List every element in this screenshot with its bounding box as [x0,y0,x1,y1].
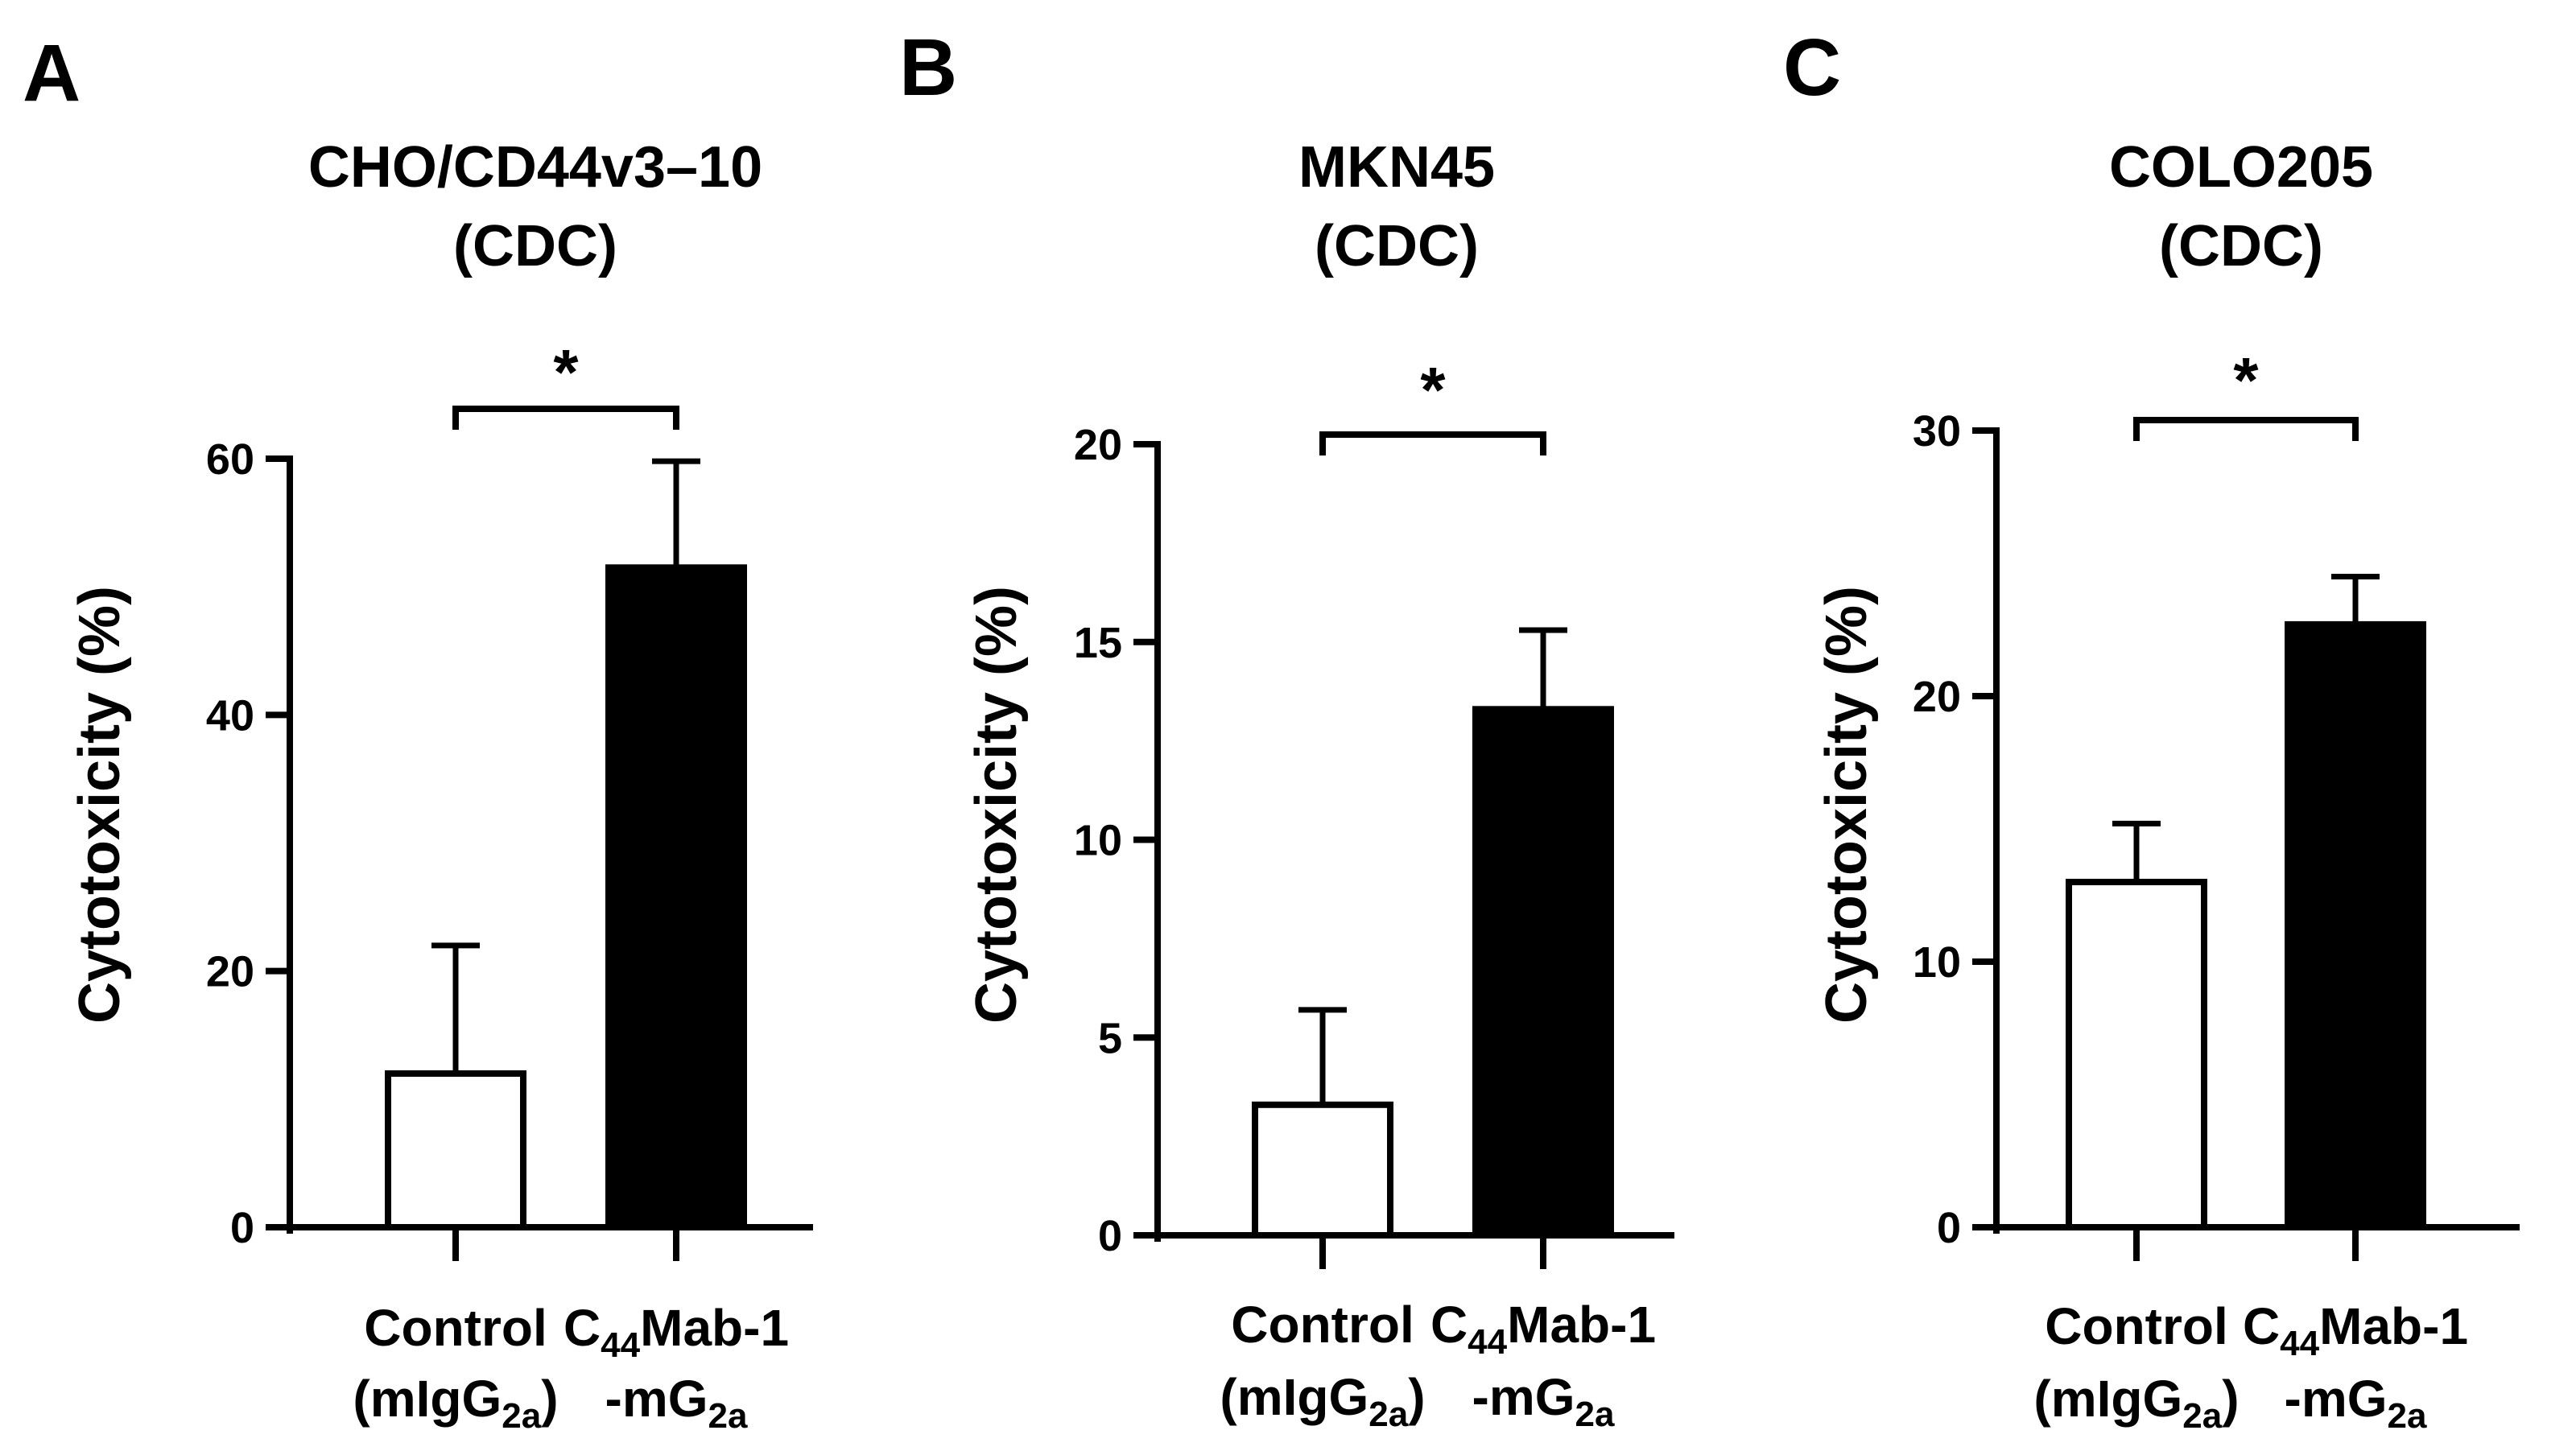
chart-title-line: (CDC) [2159,214,2323,278]
y-tick-label: 40 [206,691,254,740]
panel-a: A CHO/CD44v3–10 (CDC) Cytotoxicity (%) 0 20 40… [23,28,813,1436]
significance-bracket [2133,417,2359,441]
x-category-label-line2: -mG2a [2285,1370,2427,1436]
y-axis-title: Cytotoxicity (%) [68,586,132,1024]
y-tick-label: 30 [1913,407,1961,455]
y-tick-label: 0 [1098,1212,1122,1260]
x-category-label-line2: (mIgG2a) [2033,1370,2239,1436]
x-category-label-line2: (mIgG2a) [1220,1368,1425,1434]
x-category-label-line1: Control [1231,1296,1414,1354]
bar [2066,879,2207,1230]
y-tick-label: 20 [1074,421,1122,469]
x-category-label-line1: Control [364,1299,547,1357]
chart-title-line: COLO205 [2109,135,2373,200]
significance-bracket [1319,431,1546,455]
y-tick-label: 5 [1098,1014,1122,1062]
y-tick-label: 20 [206,948,254,996]
y-tick-label: 0 [1937,1204,1961,1252]
chart-title-line: (CDC) [453,214,617,278]
x-category-label-line1: Control [2045,1297,2228,1355]
y-tick-label: 0 [230,1204,254,1252]
chart-title-line: CHO/CD44v3–10 [308,135,762,200]
bar [385,1070,526,1230]
y-tick-label: 20 [1913,673,1961,721]
x-category-label-line2: (mIgG2a) [353,1370,558,1436]
y-tick-label: 10 [1074,817,1122,865]
panel-letter: B [899,23,957,113]
bar [2285,620,2426,1230]
panel-b: B MKN45 (CDC) Cytotoxicity (%) 0 5 10 15 20 Contr… [899,23,1674,1434]
x-category-label-line2: -mG2a [605,1370,748,1436]
y-axis-title: Cytotoxicity (%) [964,586,1029,1024]
y-tick-label: 60 [206,435,254,484]
panel-c: C COLO205 (CDC) Cytotoxicity (%) 0 10 20 30 Cont… [1783,23,2520,1436]
y-axis-title: Cytotoxicity (%) [1814,586,1879,1024]
x-category-label-line1: C44Mab-1 [1430,1296,1656,1362]
bar [605,564,747,1230]
bar [1252,1101,1393,1239]
chart-title-line: (CDC) [1315,214,1479,278]
x-category-label-line1: C44Mab-1 [564,1299,789,1365]
significance-bracket [452,406,679,430]
significance-marker: * [1420,354,1446,426]
chart-title-line: MKN45 [1298,135,1495,200]
panel-letter: C [1783,23,1841,113]
y-tick-label: 15 [1074,619,1122,667]
x-category-label-line1: C44Mab-1 [2243,1297,2468,1363]
panel-letter: A [23,28,80,118]
significance-marker: * [553,336,579,408]
significance-marker: * [2233,344,2259,416]
y-tick-label: 10 [1913,938,1961,987]
x-category-label-line2: -mG2a [1472,1368,1615,1434]
bar [1472,706,1614,1239]
